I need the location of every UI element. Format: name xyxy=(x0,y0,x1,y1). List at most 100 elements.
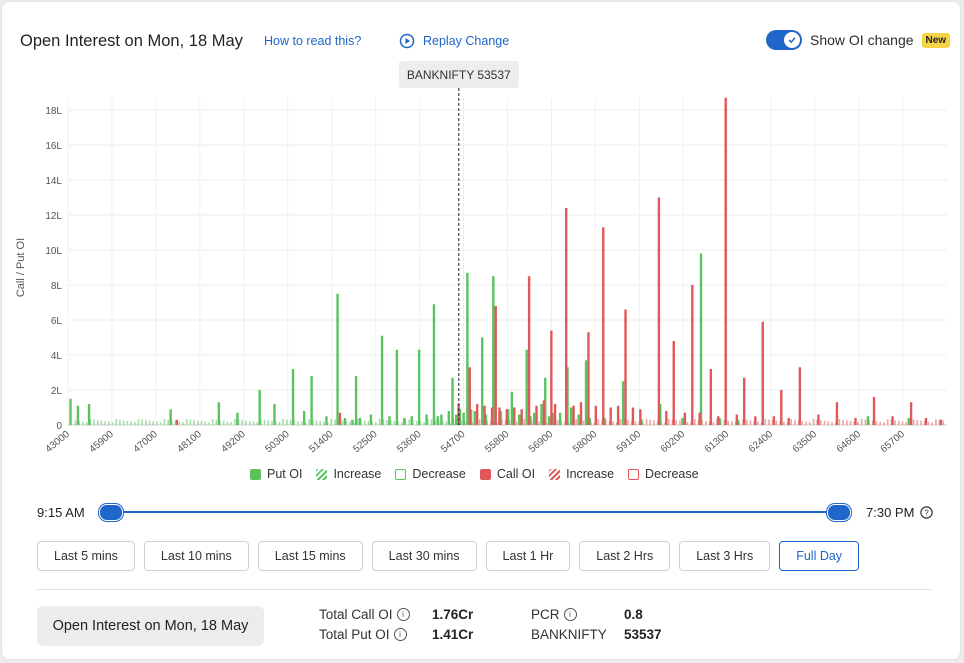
call-oi-bar xyxy=(780,390,783,425)
oi-bar-small xyxy=(438,420,440,425)
oi-bar-small xyxy=(727,420,729,425)
legend-item[interactable]: Decrease xyxy=(628,467,699,481)
oi-bar-small xyxy=(107,421,110,425)
oi-bar-small xyxy=(686,421,689,425)
put-oi-bar xyxy=(217,402,221,425)
help-icon[interactable]: ? xyxy=(920,506,934,519)
call-oi-bar xyxy=(564,208,568,425)
time-range-button[interactable]: Full Day xyxy=(779,541,860,571)
time-range-button[interactable]: Last 1 Hr xyxy=(485,541,571,571)
x-tick-label: 43000 xyxy=(44,429,73,456)
oi-bar-small xyxy=(260,419,262,425)
oi-bar-small xyxy=(693,419,696,425)
oi-bar-small xyxy=(334,419,336,425)
oi-bar-small xyxy=(133,422,136,425)
legend-label: Call OI xyxy=(496,467,536,481)
pcr-label-group: PCR i xyxy=(531,607,577,622)
how-to-read-link[interactable]: How to read this? xyxy=(264,34,362,48)
oi-bar-small xyxy=(775,420,778,425)
oi-bar-small xyxy=(905,422,908,425)
info-icon[interactable]: i xyxy=(396,608,410,621)
replay-change-button[interactable]: Replay Change xyxy=(399,33,509,49)
oi-bar-small xyxy=(156,421,158,425)
call-oi-bar xyxy=(698,412,701,425)
time-range-button[interactable]: Last 3 Hrs xyxy=(679,541,771,571)
time-range-button[interactable]: Last 5 mins xyxy=(37,541,135,571)
y-tick-label: 6L xyxy=(51,316,63,327)
put-oi-bar xyxy=(87,404,91,425)
oi-bar-small xyxy=(716,418,718,425)
oi-bar-small xyxy=(382,419,385,425)
put-oi-bar xyxy=(76,405,80,425)
x-tick-label: 45900 xyxy=(88,429,117,456)
legend-item[interactable]: Call OI xyxy=(479,467,536,481)
put-oi-bar xyxy=(455,414,458,425)
oi-bar-small xyxy=(897,420,900,425)
call-oi-bar xyxy=(939,419,942,425)
time-range-button[interactable]: Last 2 Hrs xyxy=(579,541,671,571)
time-range-button[interactable]: Last 30 mins xyxy=(371,541,477,571)
oi-bar-small xyxy=(857,422,859,425)
total-call-oi-value: 1.76Cr xyxy=(432,607,474,622)
slider-end-handle[interactable] xyxy=(827,504,851,521)
legend-item[interactable]: Put OI xyxy=(250,467,302,481)
oi-bar-small xyxy=(423,422,425,425)
oi-bar-small xyxy=(675,420,678,425)
oi-bar-small xyxy=(215,419,218,425)
oi-bar-small xyxy=(378,418,381,425)
call-oi-bar xyxy=(513,407,516,425)
put-oi-bar xyxy=(603,418,606,425)
oi-bar-small xyxy=(96,420,99,425)
put-oi-bar xyxy=(380,335,384,425)
info-icon[interactable]: i xyxy=(563,608,577,621)
call-oi-bar xyxy=(872,397,876,425)
put-oi-bar xyxy=(577,414,580,425)
legend-item[interactable]: Increase xyxy=(549,467,614,481)
page-title: Open Interest on Mon, 18 May xyxy=(20,32,243,50)
oi-bar-small xyxy=(634,421,637,425)
info-icon[interactable]: i xyxy=(393,628,407,641)
put-oi-bar xyxy=(310,376,313,425)
oi-bar-small xyxy=(167,419,169,425)
put-oi-bar xyxy=(681,418,684,425)
x-tick-label: 58000 xyxy=(571,429,600,456)
oi-bar-small xyxy=(430,419,433,425)
slider-end-group: 7:30 PM ? xyxy=(866,505,934,520)
call-oi-bar xyxy=(691,285,694,425)
call-oi-bar xyxy=(798,367,802,425)
put-oi-bar xyxy=(510,391,514,425)
oi-bar-small xyxy=(708,421,711,425)
oi-bar-small xyxy=(408,419,411,425)
oi-bar-small xyxy=(935,419,937,425)
footer-date-box: Open Interest on Mon, 18 May xyxy=(37,606,264,646)
y-tick-label: 18L xyxy=(45,106,62,117)
oi-bar-small xyxy=(319,420,322,425)
legend-item[interactable]: Decrease xyxy=(395,467,466,481)
put-oi-bar xyxy=(425,414,428,425)
oi-bar-small xyxy=(267,420,270,425)
put-oi-bar xyxy=(325,416,328,425)
oi-bar-small xyxy=(141,419,143,425)
slider-start-handle[interactable] xyxy=(99,504,123,521)
time-range-buttons: Last 5 mins Last 10 mins Last 15 mins Last … xyxy=(37,541,860,571)
oi-bar-small xyxy=(653,420,655,425)
x-tick-label: 59100 xyxy=(615,429,644,456)
put-oi-bar xyxy=(236,412,239,425)
legend-item[interactable]: Increase xyxy=(316,467,381,481)
oi-bar-small xyxy=(111,422,114,425)
replay-change-label: Replay Change xyxy=(423,34,510,48)
oi-bar-small xyxy=(575,419,577,425)
call-oi-bar xyxy=(891,416,894,425)
call-oi-bar xyxy=(717,416,720,425)
time-range-button[interactable]: Last 10 mins xyxy=(143,541,249,571)
time-slider-track[interactable] xyxy=(111,511,839,513)
call-oi-bar xyxy=(724,97,727,425)
oi-bar-small xyxy=(712,422,715,425)
show-oi-change-toggle[interactable] xyxy=(766,30,802,50)
oi-bar-small xyxy=(263,419,266,425)
time-range-button[interactable]: Last 15 mins xyxy=(257,541,363,571)
oi-bar-small xyxy=(282,418,284,425)
slider-start-time: 9:15 AM xyxy=(37,505,85,520)
put-oi-bar xyxy=(525,349,528,425)
x-tick-label: 62400 xyxy=(747,429,776,456)
